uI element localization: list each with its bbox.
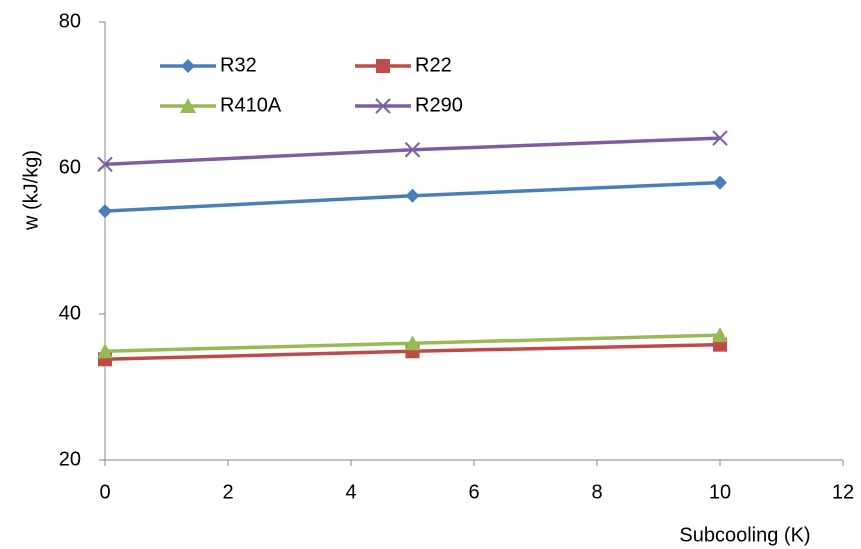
x-tick-label: 12 [832,481,854,503]
x-tick-label: 0 [99,481,110,503]
legend-marker [376,59,390,73]
marker [97,156,113,173]
y-tick-label: 80 [59,10,81,32]
x-tick-label: 8 [591,481,602,503]
marker [712,130,728,146]
marker [97,343,113,359]
legend-label: R32 [220,54,257,76]
legend-label: R290 [415,94,463,116]
y-axis-title: w (kJ/kg) [20,150,42,231]
legend-marker [181,59,195,73]
marker [98,204,112,219]
legend-label: R410A [220,94,282,116]
legend-label: R22 [415,54,452,76]
marker [712,327,728,343]
series-line [104,136,721,167]
marker [713,175,727,190]
marker [405,188,420,203]
x-axis-title: Subcooling (K) [679,524,810,546]
x-tick-label: 2 [222,481,233,503]
marker [404,335,421,351]
marker [404,142,421,158]
x-tick-label: 10 [709,481,731,503]
x-tick-label: 4 [345,481,356,503]
legend-marker [180,98,196,113]
y-tick-label: 60 [59,156,81,178]
y-tick-label: 40 [59,302,81,324]
legend-marker [375,98,391,114]
y-tick-label: 20 [59,448,81,470]
x-tick-label: 6 [468,481,479,503]
